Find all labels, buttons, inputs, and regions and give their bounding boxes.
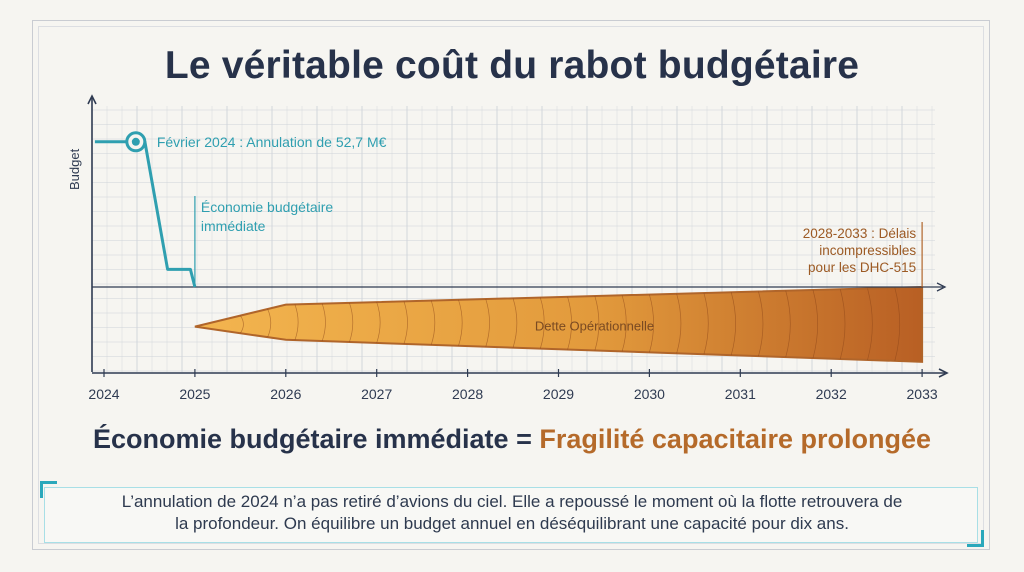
x-tick-label: 2031 [725, 386, 756, 402]
debt-band-ripple [430, 300, 436, 345]
annulation-label: Février 2024 : Annulation de 52,7 M€ [157, 134, 387, 150]
debt-band-ripple [294, 304, 299, 341]
note-line-1: L’annulation de 2024 n’a pas retiré d’av… [121, 492, 903, 511]
debt-band-ripple [621, 295, 627, 352]
debt-band-ripple [649, 294, 654, 353]
note-box: L’annulation de 2024 n’a pas retiré d’av… [40, 481, 984, 547]
debt-band-area [194, 285, 924, 363]
equation-right: Fragilité capacitaire prolongée [539, 424, 932, 454]
x-tick-label: 2029 [543, 386, 574, 402]
x-tick-label: 2028 [452, 386, 483, 402]
page-title: Le véritable coût du rabot budgétaire [164, 44, 860, 87]
x-tick-label: 2032 [816, 386, 847, 402]
debt-band-ripple [758, 291, 764, 357]
debt-band-ripple [894, 287, 900, 361]
debt-band-ripple [812, 289, 818, 359]
budget-line [94, 140, 197, 288]
delay-label-line: 2028-2033 : Délais [803, 226, 917, 241]
zero-axis-arrow [936, 282, 947, 292]
debt-band-ripple [730, 292, 736, 356]
debt-band-ripple [403, 301, 408, 344]
outer-frame [32, 20, 990, 550]
debt-band-ripple [867, 288, 873, 361]
budget-chart: Dette Opérationnelle 2024 2025 2026 2027 202… [67, 94, 949, 402]
delay-label-line: pour les DHC-515 [808, 260, 916, 275]
economy-label-line: Économie budgétaire [201, 199, 334, 215]
budget-line-layer [94, 131, 197, 288]
debt-band-ripple [321, 303, 326, 342]
note-line-2: la profondeur. On équilibre un budget an… [175, 514, 849, 533]
equation: Économie budgétaire immédiate = Fragilit… [0, 424, 1024, 455]
debt-band-ripple [458, 299, 463, 346]
x-axis-arrow [938, 368, 949, 378]
debt-band-ripple [676, 293, 682, 354]
chart-axes: 2024 2025 2026 2027 2028 2029 2030 2031 2032 2033… [67, 94, 949, 402]
y-axis-label: Budget [67, 148, 82, 190]
y-axis-arrow [87, 94, 97, 105]
debt-band: Dette Opérationnelle [194, 285, 924, 363]
debt-band-ripple [839, 289, 846, 360]
debt-band-ripple [485, 298, 490, 347]
equation-left: Économie budgétaire immédiate [92, 424, 509, 454]
x-tick-label: 2024 [88, 386, 119, 402]
debt-band-ripple [267, 308, 272, 338]
debt-band-label: Dette Opérationnelle [535, 319, 654, 334]
x-tick-label: 2030 [634, 386, 665, 402]
x-tick-label: 2033 [907, 386, 938, 402]
debt-band-ripple [376, 301, 381, 344]
debt-band-ripple [703, 292, 709, 355]
x-tick-label: 2025 [179, 386, 210, 402]
x-tick-label: 2027 [361, 386, 392, 402]
delay-label-line: incompressibles [819, 243, 916, 258]
x-tick-label: 2026 [270, 386, 301, 402]
debt-band-ripple [512, 298, 518, 348]
debt-band-ripple [594, 295, 600, 351]
note-text: L’annulation de 2024 n’a pas retiré d’av… [42, 491, 982, 535]
equation-operator: = [516, 424, 532, 454]
inner-frame [38, 26, 984, 544]
debt-band-ripple [240, 315, 244, 334]
corner-bracket-top-left [40, 481, 57, 498]
debt-band-ripple [567, 296, 572, 350]
corner-bracket-bottom-right [967, 530, 984, 547]
debt-band-ripple [785, 290, 791, 358]
economy-label-line: immédiate [201, 218, 266, 234]
debt-band-ripple [349, 302, 354, 343]
annulation-marker-dot [131, 137, 140, 146]
debt-band-ripple [539, 297, 545, 349]
chart-labels: Février 2024 : Annulation de 52,7 M€ Écon… [157, 134, 923, 287]
note-border [44, 487, 978, 543]
